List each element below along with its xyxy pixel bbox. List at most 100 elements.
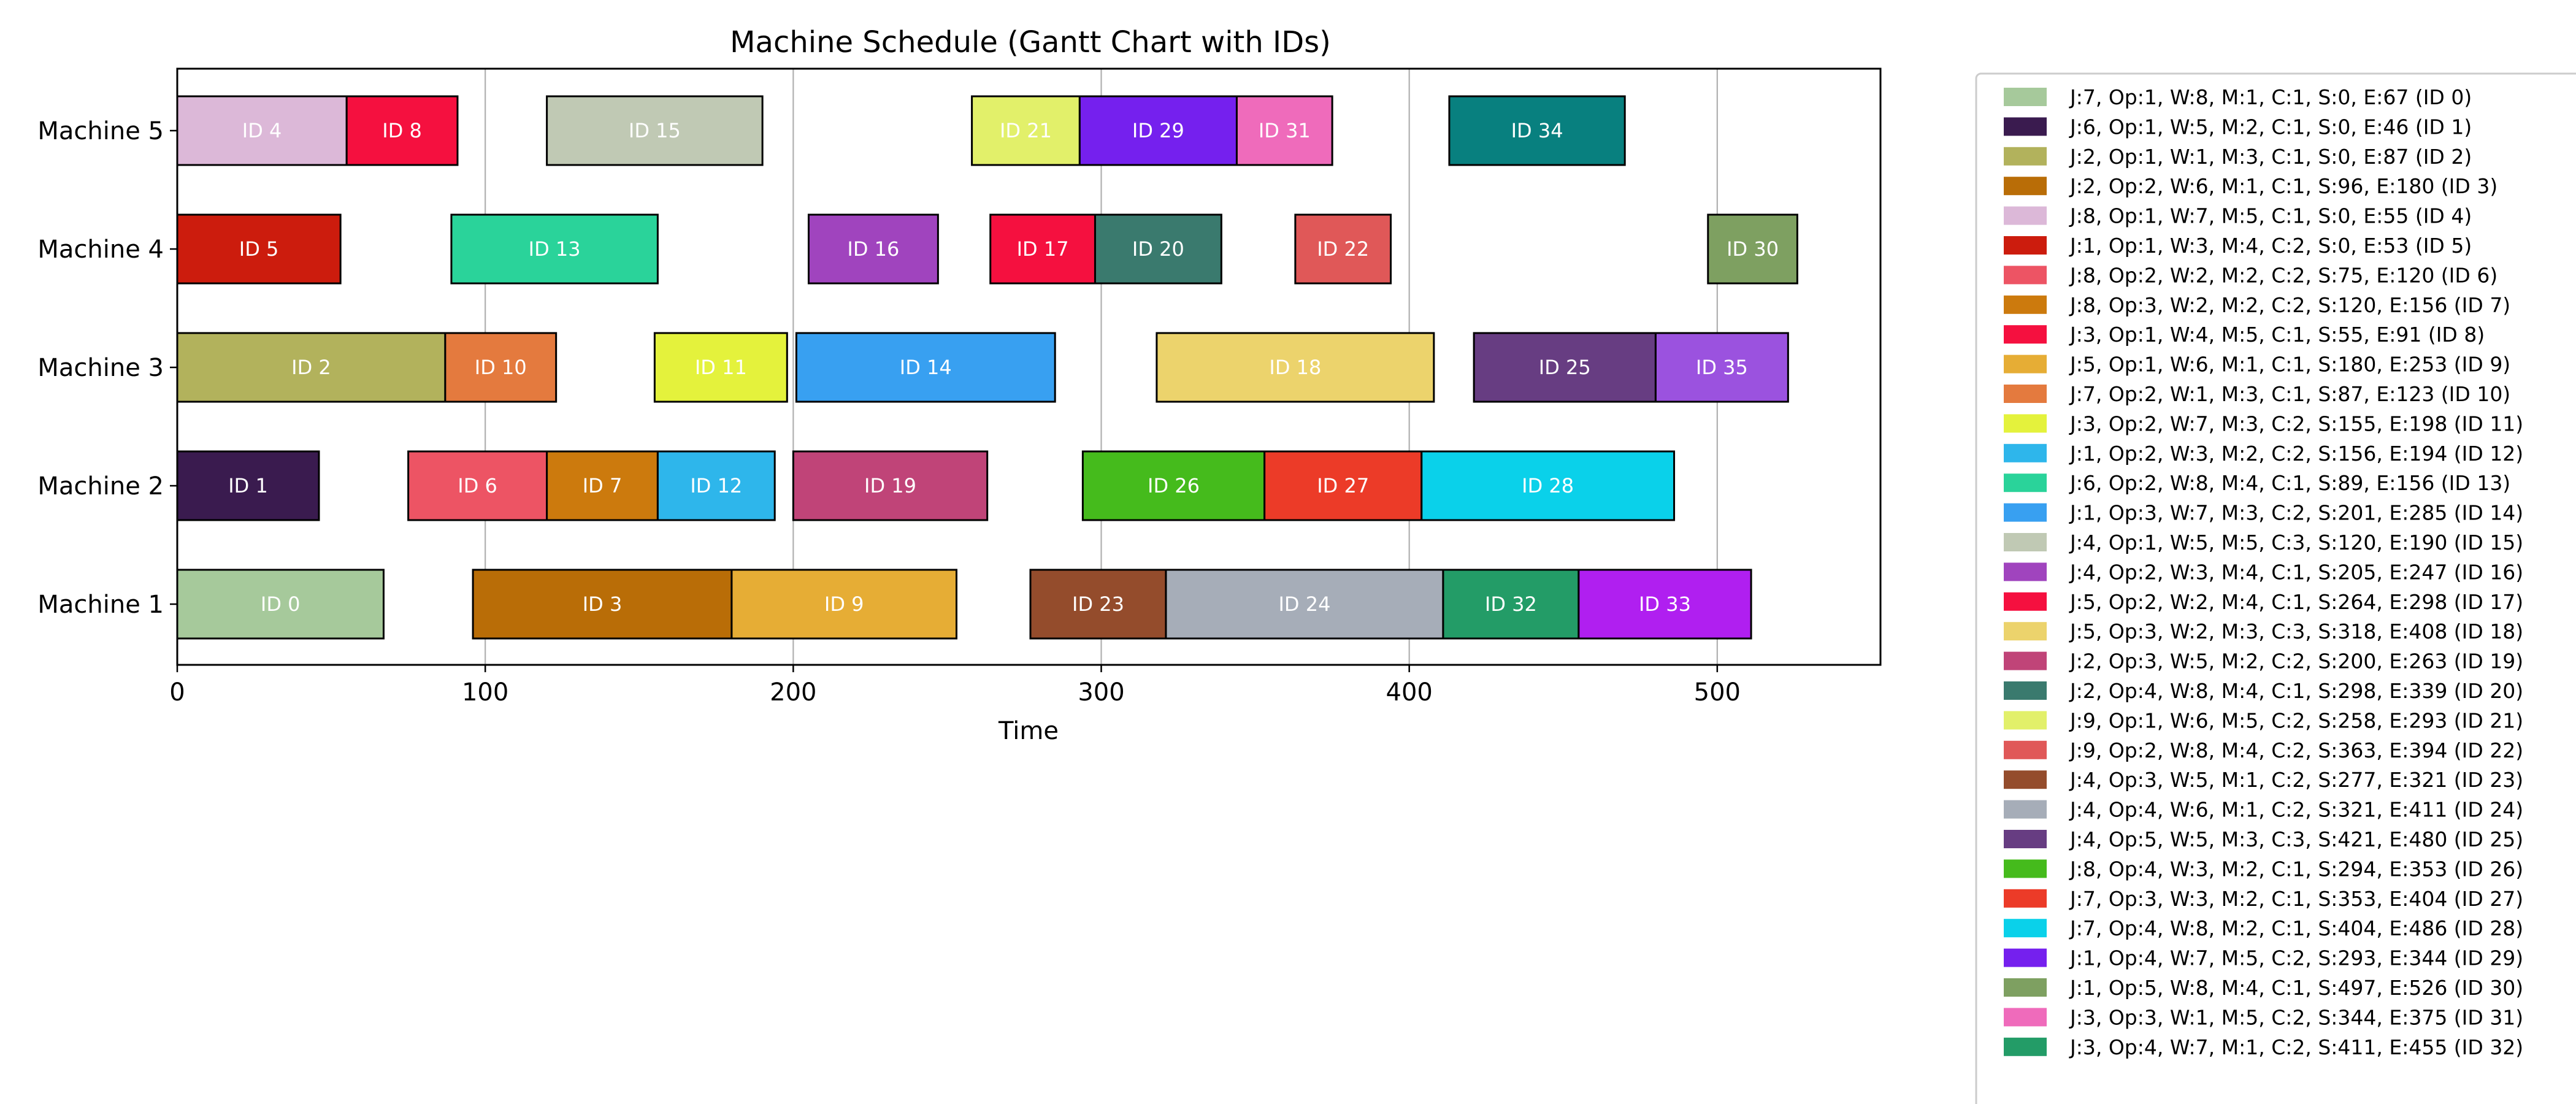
task-bar-33	[1577, 569, 1752, 640]
task-bar-19	[792, 450, 989, 521]
task-bar-26	[1081, 450, 1266, 521]
x-axis-ticks: 0 100 200 300 400 500	[169, 665, 1741, 707]
legend-swatch-22	[2004, 740, 2047, 759]
legend-label-20: J:2, Op:4, W:8, M:4, C:1, S:298, E:339 (…	[2069, 679, 2523, 703]
task-label-4: ID 4	[242, 119, 282, 142]
legend-entries: J:7, Op:1, W:8, M:1, C:1, S:0, E:67 (ID …	[2004, 85, 2523, 1059]
legend-swatch-3	[2004, 177, 2047, 196]
x-tick-label-400: 400	[1386, 678, 1433, 707]
legend-swatch-31	[2004, 1008, 2047, 1027]
task-label-11: ID 11	[695, 356, 747, 379]
task-label-33: ID 33	[1639, 592, 1691, 616]
task-label-0: ID 0	[261, 592, 301, 616]
task-bar-2	[176, 332, 447, 403]
task-bar-34	[1448, 95, 1626, 166]
legend-label-1: J:6, Op:1, W:5, M:2, C:1, S:0, E:46 (ID …	[2069, 115, 2472, 139]
task-label-16: ID 16	[847, 237, 899, 261]
legend-label-25: J:4, Op:5, W:5, M:3, C:3, S:421, E:480 (…	[2069, 827, 2523, 851]
task-bar-17	[989, 213, 1096, 285]
legend-swatch-0	[2004, 88, 2047, 106]
legend-swatch-20	[2004, 681, 2047, 700]
legend-label-14: J:1, Op:3, W:7, M:3, C:2, S:201, E:285 (…	[2069, 501, 2523, 525]
legend-swatch-17	[2004, 592, 2047, 611]
x-axis-label: Time	[998, 717, 1059, 745]
task-bar-27	[1263, 450, 1423, 521]
legend-label-32: J:3, Op:4, W:7, M:1, C:2, S:411, E:455 (…	[2069, 1035, 2523, 1059]
y-tick-label-1: Machine 4	[37, 236, 164, 264]
legend-label-10: J:7, Op:2, W:1, M:3, C:1, S:87, E:123 (I…	[2069, 382, 2510, 406]
task-bar-8	[345, 95, 459, 166]
legend-label-26: J:8, Op:4, W:3, M:2, C:1, S:294, E:353 (…	[2069, 857, 2523, 881]
task-label-32: ID 32	[1485, 592, 1537, 616]
task-label-15: ID 15	[629, 119, 681, 142]
legend-label-18: J:5, Op:3, W:2, M:3, C:3, S:318, E:408 (…	[2069, 619, 2523, 643]
legend-swatch-26	[2004, 859, 2047, 878]
legend-swatch-27	[2004, 889, 2047, 908]
task-bar-0	[176, 569, 385, 640]
task-label-5: ID 5	[239, 237, 279, 261]
task-bar-24	[1165, 569, 1444, 640]
task-bar-4	[176, 95, 348, 166]
legend-label-17: J:5, Op:2, W:2, M:4, C:1, S:264, E:298 (…	[2069, 590, 2523, 614]
legend-swatch-32	[2004, 1037, 2047, 1056]
task-label-19: ID 19	[864, 474, 916, 497]
legend-swatch-6	[2004, 266, 2047, 285]
task-label-7: ID 7	[583, 474, 623, 497]
task-bar-28	[1420, 450, 1676, 521]
legend-label-2: J:2, Op:1, W:1, M:3, C:1, S:0, E:87 (ID …	[2069, 145, 2472, 169]
legend-label-29: J:1, Op:4, W:7, M:5, C:2, S:293, E:344 (…	[2069, 946, 2523, 970]
legend-label-3: J:2, Op:2, W:6, M:1, C:1, S:96, E:180 (I…	[2069, 174, 2497, 198]
task-bar-35	[1654, 332, 1789, 403]
x-tick-label-200: 200	[770, 678, 816, 707]
legend-swatch-8	[2004, 325, 2047, 344]
task-bar-20	[1094, 213, 1222, 285]
legend-swatch-13	[2004, 473, 2047, 493]
task-label-20: ID 20	[1132, 237, 1184, 261]
task-label-34: ID 34	[1511, 119, 1563, 142]
x-tick-label-0: 0	[169, 678, 185, 707]
legend-swatch-9	[2004, 355, 2047, 374]
legend-label-16: J:4, Op:2, W:3, M:4, C:1, S:205, E:247 (…	[2069, 560, 2523, 584]
task-bars: ID 0 ID 1 ID 2 ID 3 ID 4 ID 5 ID 6 ID 7 ID 8 ID 9…	[176, 95, 1798, 640]
chart-title: Machine Schedule (Gantt Chart with IDs)	[730, 25, 1331, 59]
legend-label-7: J:8, Op:3, W:2, M:2, C:2, S:120, E:156 (…	[2069, 293, 2510, 317]
legend-label-6: J:8, Op:2, W:2, M:2, C:2, S:75, E:120 (I…	[2069, 263, 2497, 287]
task-label-14: ID 14	[900, 356, 952, 379]
legend-swatch-23	[2004, 770, 2047, 789]
task-label-13: ID 13	[529, 237, 581, 261]
task-label-25: ID 25	[1539, 356, 1591, 379]
legend-label-9: J:5, Op:1, W:6, M:1, C:1, S:180, E:253 (…	[2069, 353, 2510, 377]
legend-label-24: J:4, Op:4, W:6, M:1, C:2, S:321, E:411 (…	[2069, 798, 2523, 822]
legend-label-4: J:8, Op:1, W:7, M:5, C:1, S:0, E:55 (ID …	[2069, 204, 2472, 228]
legend-label-12: J:1, Op:2, W:3, M:2, C:2, S:156, E:194 (…	[2069, 442, 2523, 466]
task-bar-23	[1029, 569, 1167, 640]
task-bar-11	[653, 332, 788, 403]
task-bar-22	[1294, 213, 1392, 285]
legend-swatch-2	[2004, 147, 2047, 166]
legend-swatch-21	[2004, 711, 2047, 730]
legend-swatch-11	[2004, 414, 2047, 433]
task-label-27: ID 27	[1317, 474, 1369, 497]
task-label-17: ID 17	[1017, 237, 1069, 261]
task-bar-14	[795, 332, 1056, 403]
task-bar-15	[546, 95, 764, 166]
task-label-22: ID 22	[1317, 237, 1369, 261]
task-label-3: ID 3	[583, 592, 623, 616]
task-bar-10	[444, 332, 558, 403]
y-tick-label-2: Machine 3	[37, 354, 164, 382]
legend-label-30: J:1, Op:5, W:8, M:4, C:1, S:497, E:526 (…	[2069, 976, 2523, 1000]
legend-label-19: J:2, Op:3, W:5, M:2, C:2, S:200, E:263 (…	[2069, 650, 2523, 673]
task-label-21: ID 21	[1000, 119, 1052, 142]
task-bar-21	[971, 95, 1081, 166]
legend-swatch-30	[2004, 978, 2047, 997]
task-label-18: ID 18	[1269, 356, 1321, 379]
legend-swatch-10	[2004, 385, 2047, 403]
legend-swatch-4	[2004, 206, 2047, 225]
task-label-26: ID 26	[1148, 474, 1200, 497]
legend-label-15: J:4, Op:1, W:5, M:5, C:3, S:120, E:190 (…	[2069, 531, 2523, 554]
task-bar-6	[407, 450, 548, 521]
legend-label-22: J:9, Op:2, W:8, M:4, C:2, S:363, E:394 (…	[2069, 738, 2523, 762]
legend-swatch-24	[2004, 800, 2047, 819]
legend-frame	[1975, 72, 2576, 1104]
